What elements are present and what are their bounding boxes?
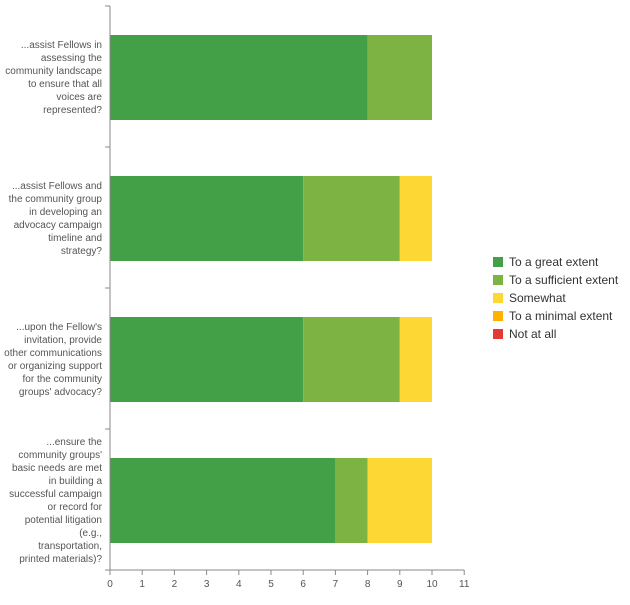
x-tick-label: 2 [172,579,178,590]
x-tick-label: 7 [333,579,339,590]
legend-label: To a minimal extent [509,309,613,323]
legend-item: Not at all [493,325,618,343]
x-tick-label: 6 [300,579,306,590]
legend-swatch [493,293,503,303]
x-tick-label: 10 [426,579,438,590]
x-tick-label: 0 [107,579,113,590]
bar-segment [367,458,432,543]
legend-swatch [493,329,503,339]
bar-segment [303,176,400,261]
bar-segment [335,458,368,543]
bar-segment [303,317,400,402]
bar-segment [110,317,304,402]
legend-item: Somewhat [493,289,618,307]
category-label: ...ensure the community groups' basic ne… [9,436,102,565]
legend-swatch [493,311,503,321]
legend-item: To a great extent [493,253,618,271]
x-tick-label: 9 [397,579,403,590]
x-tick-label: 4 [236,579,242,590]
legend-swatch [493,257,503,267]
legend: To a great extent To a sufficient extent S… [493,253,618,343]
x-tick-label: 1 [139,579,145,590]
bar-segment [399,317,432,402]
legend-label: Somewhat [509,291,566,305]
x-tick-label: 11 [459,579,470,590]
x-tick-label: 5 [268,579,274,590]
bar-segment [110,458,336,543]
legend-label: To a sufficient extent [509,273,619,287]
legend-swatch [493,275,503,285]
legend-item: To a minimal extent [493,307,618,325]
category-label: ...upon the Fellow's invitation, provide… [4,321,102,398]
legend-item: To a sufficient extent [493,271,618,289]
x-tick-label: 3 [204,579,210,590]
category-label: ...assist Fellows and the community grou… [8,180,102,257]
category-label: ...assist Fellows in assessing the commu… [5,39,102,116]
x-tick-label: 8 [365,579,371,590]
bar-segment [110,176,304,261]
legend-label: Not at all [509,327,557,341]
bar-segment [367,35,432,120]
bar-segment [110,35,368,120]
legend-label: To a great extent [509,255,599,269]
bar-segment [399,176,432,261]
